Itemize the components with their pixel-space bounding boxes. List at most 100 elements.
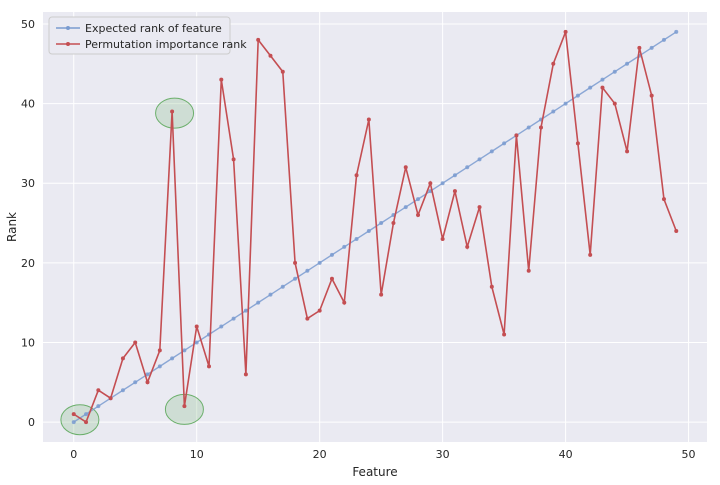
series-line (73, 31, 677, 423)
x-tick-labels: 0 10 20 30 40 50 (70, 448, 695, 461)
legend-marker-expected (66, 26, 70, 30)
series-line (73, 31, 678, 424)
y-tick-label: 40 (21, 98, 35, 111)
data-point (157, 364, 162, 369)
legend-marker-permutation (66, 42, 70, 46)
data-point (219, 324, 224, 329)
data-point (514, 133, 519, 138)
data-point (502, 332, 507, 337)
legend-label-expected: Expected rank of feature (85, 22, 222, 35)
data-point (329, 252, 334, 257)
data-point (170, 109, 175, 114)
data-point (305, 268, 310, 273)
data-point (84, 420, 89, 425)
series-1 (71, 29, 679, 425)
data-point (649, 45, 654, 50)
data-point (416, 197, 421, 202)
data-point (268, 292, 273, 297)
legend: Expected rank of feature Permutation imp… (48, 16, 247, 55)
data-point (625, 61, 630, 66)
data-point (379, 292, 384, 297)
data-point (354, 173, 359, 178)
data-point (280, 284, 285, 289)
data-point (539, 125, 543, 130)
data-point (526, 268, 531, 273)
data-point (379, 221, 384, 226)
y-tick-label: 10 (21, 336, 35, 349)
data-point (194, 340, 199, 345)
data-point (317, 308, 322, 313)
x-axis-label: Feature (352, 465, 397, 479)
data-point (84, 412, 89, 417)
data-point (637, 45, 642, 50)
data-point (342, 300, 347, 305)
data-point (366, 228, 371, 233)
data-point (416, 213, 421, 218)
data-point (440, 236, 445, 241)
data-point (502, 141, 507, 146)
data-point (96, 404, 101, 409)
annotation-circles (60, 97, 204, 436)
data-point (661, 197, 666, 202)
data-point (440, 181, 445, 186)
data-point (133, 340, 138, 345)
data-point (96, 388, 101, 393)
data-point (268, 53, 273, 58)
data-point (674, 228, 679, 233)
legend-label-permutation: Permutation importance rank (85, 38, 247, 51)
data-point (428, 181, 433, 186)
data-point (329, 276, 334, 281)
x-tick-label: 30 (436, 448, 450, 461)
x-tick-label: 0 (70, 448, 77, 461)
data-point (661, 37, 666, 42)
data-point (354, 236, 359, 241)
data-point (243, 308, 248, 313)
data-point (526, 125, 531, 130)
data-point (256, 37, 261, 42)
x-tick-label: 50 (682, 448, 696, 461)
data-point (256, 300, 261, 305)
data-point (588, 85, 593, 90)
data-point (280, 69, 285, 74)
data-point (465, 165, 470, 170)
data-point (305, 316, 310, 321)
data-point (317, 260, 322, 265)
data-point (342, 244, 347, 249)
data-point (71, 420, 76, 425)
y-tick-label: 50 (21, 18, 35, 31)
data-point (366, 117, 371, 122)
data-point (674, 29, 679, 34)
data-point (182, 404, 187, 409)
data-point (551, 109, 556, 114)
data-point (293, 276, 298, 281)
data-point (477, 205, 482, 210)
data-point (575, 93, 580, 98)
data-point (612, 101, 617, 106)
data-point (207, 364, 211, 369)
x-tick-label: 20 (313, 448, 327, 461)
data-point (71, 412, 76, 417)
data-point (625, 149, 630, 154)
x-tick-label: 10 (190, 448, 204, 461)
data-point (219, 77, 224, 82)
data-point (649, 93, 654, 98)
data-point (157, 348, 162, 353)
data-point (182, 348, 187, 353)
data-point (145, 380, 150, 385)
data-point (600, 85, 605, 90)
series-group (71, 29, 679, 425)
y-tick-label: 30 (21, 177, 35, 190)
data-point (133, 380, 138, 385)
data-point (465, 244, 470, 249)
data-point (108, 396, 113, 401)
data-point (452, 189, 457, 194)
data-point (391, 221, 396, 226)
data-point (452, 173, 457, 178)
data-point (477, 157, 482, 162)
data-point (489, 284, 494, 289)
x-tick-label: 40 (559, 448, 573, 461)
y-tick-label: 0 (28, 416, 35, 429)
data-point (600, 77, 605, 82)
data-point (145, 372, 150, 377)
data-point (194, 324, 199, 329)
